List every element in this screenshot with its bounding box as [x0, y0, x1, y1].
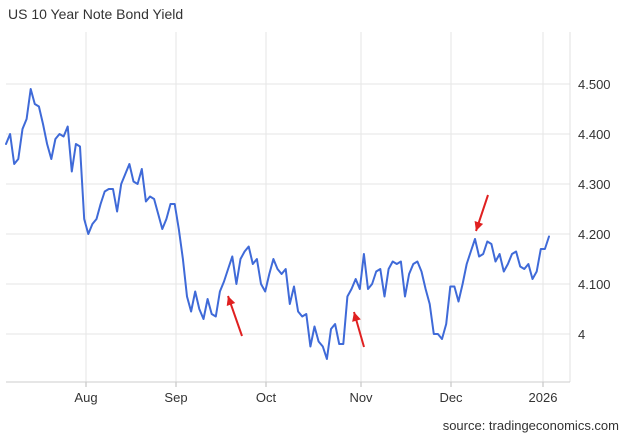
annotations-layer — [226, 194, 489, 348]
series-line — [5, 88, 550, 360]
y-axis-ticks: 4.500 4.400 4.300 4.200 4.100 4 — [578, 77, 611, 342]
x-tick-label: Aug — [74, 390, 97, 405]
annotation-arrow — [226, 295, 243, 337]
y-tick-label: 4.200 — [578, 227, 611, 242]
series-layer — [5, 88, 550, 360]
x-tick-label: 2026 — [529, 390, 558, 405]
y-tick-label: 4.300 — [578, 177, 611, 192]
y-tick-label: 4.500 — [578, 77, 611, 92]
gridlines — [6, 32, 571, 387]
chart-title: US 10 Year Note Bond Yield — [8, 6, 184, 22]
x-axis-ticks: Aug Sep Oct Nov Dec 2026 — [74, 390, 557, 405]
x-tick-label: Oct — [256, 390, 277, 405]
x-tick-label: Dec — [439, 390, 463, 405]
annotation-arrow — [474, 194, 489, 232]
x-tick-label: Nov — [349, 390, 373, 405]
y-tick-label: 4 — [578, 327, 585, 342]
annotation-arrow — [352, 311, 365, 348]
y-tick-label: 4.100 — [578, 277, 611, 292]
chart-source: source: tradingeconomics.com — [442, 418, 619, 433]
x-tick-label: Sep — [164, 390, 187, 405]
y-tick-label: 4.400 — [578, 127, 611, 142]
